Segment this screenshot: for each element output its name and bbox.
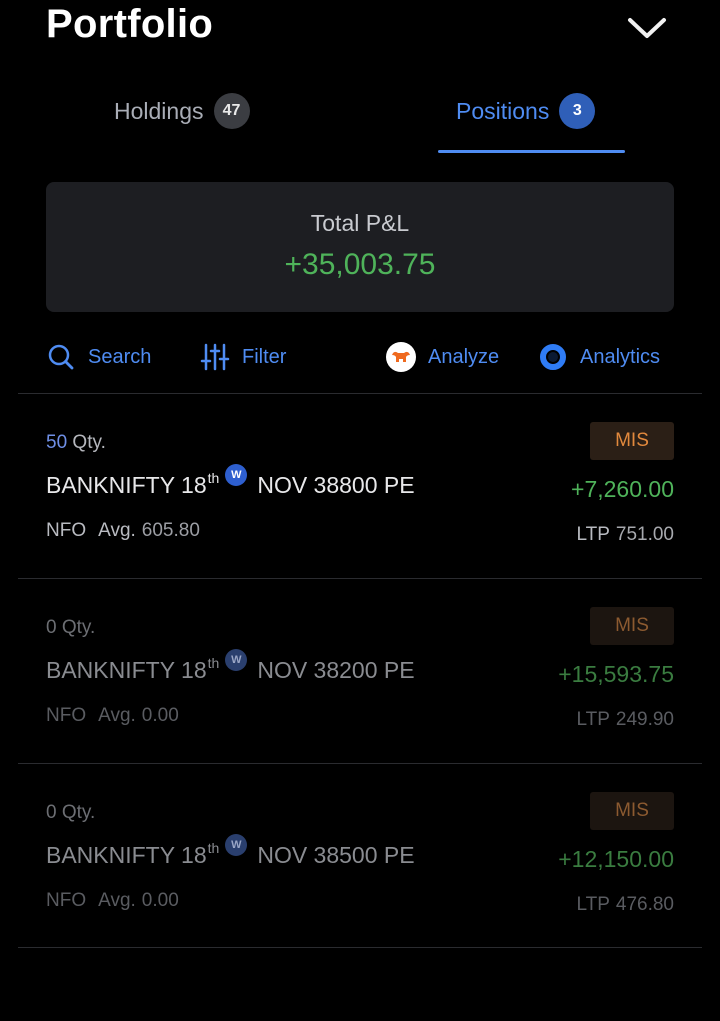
ltp-label: LTP — [576, 709, 610, 730]
product-tag: MIS — [590, 792, 674, 830]
symbol-suffix: NOV 38800 PE — [257, 472, 415, 498]
symbol-suffix: NOV 38200 PE — [257, 657, 415, 683]
holdings-count-badge: 47 — [213, 93, 250, 129]
divider — [18, 393, 702, 394]
analyze-button[interactable]: Analyze — [386, 342, 499, 372]
total-pnl-value: +35,003.75 — [284, 248, 436, 281]
analytics-ring-icon — [540, 344, 566, 370]
weekly-expiry-badge: W — [225, 649, 248, 671]
symbol-ordinal: th — [207, 655, 220, 671]
qty-value: 50 — [46, 432, 68, 453]
position-exchange-avg: NFO Avg. 0.00 — [46, 890, 179, 912]
product-tag: MIS — [590, 422, 674, 460]
avg-label: Avg. — [98, 890, 136, 911]
position-ltp: LTP 476.80 — [576, 894, 674, 916]
analytics-label: Analytics — [580, 345, 661, 368]
position-pnl: +15,593.75 — [558, 661, 674, 687]
symbol-prefix: BANKNIFTY 18 — [46, 842, 207, 868]
avg-label: Avg. — [98, 705, 136, 726]
analyze-label: Analyze — [428, 345, 500, 368]
chevron-down-icon[interactable] — [626, 12, 668, 42]
ltp-value: 476.80 — [615, 894, 674, 915]
tab-holdings-label: Holdings — [114, 98, 204, 124]
position-pnl: +12,150.00 — [558, 846, 674, 872]
position-pnl: +7,260.00 — [571, 476, 674, 502]
page-title: Portfolio — [46, 2, 214, 46]
symbol-prefix: BANKNIFTY 18 — [46, 472, 207, 498]
exchange-label: NFO — [46, 890, 87, 911]
bull-logo-icon — [386, 342, 416, 372]
filter-button[interactable]: Filter — [200, 342, 286, 372]
symbol-ordinal: th — [207, 470, 220, 486]
avg-label: Avg. — [98, 520, 136, 541]
qty-unit: Qty. — [61, 802, 96, 823]
position-qty: 50 Qty. — [46, 432, 106, 454]
filter-label: Filter — [242, 345, 287, 368]
active-tab-indicator — [438, 150, 625, 153]
qty-value: 0 — [46, 617, 57, 638]
ltp-value: 751.00 — [615, 524, 674, 545]
divider — [18, 578, 702, 579]
position-exchange-avg: NFO Avg. 605.80 — [46, 520, 200, 542]
exchange-label: NFO — [46, 705, 87, 726]
positions-count-badge: 3 — [559, 93, 596, 129]
ltp-label: LTP — [576, 894, 610, 915]
tab-holdings[interactable]: Holdings 47 — [114, 82, 250, 154]
analytics-button[interactable]: Analytics — [538, 342, 660, 372]
total-pnl-card: Total P&L +35,003.75 — [46, 182, 674, 312]
avg-value: 605.80 — [141, 520, 200, 541]
qty-unit: Qty. — [72, 432, 106, 453]
search-label: Search — [88, 345, 152, 368]
position-ltp: LTP 751.00 — [576, 524, 674, 546]
tab-bar: Holdings 47 Positions 3 — [0, 82, 720, 154]
position-qty: 0 Qty. — [46, 802, 95, 824]
header: Portfolio — [0, 0, 720, 60]
avg-value: 0.00 — [141, 890, 179, 911]
ltp-label: LTP — [576, 524, 610, 545]
avg-value: 0.00 — [141, 705, 179, 726]
search-button[interactable]: Search — [46, 342, 151, 372]
symbol-prefix: BANKNIFTY 18 — [46, 657, 207, 683]
position-qty: 0 Qty. — [46, 617, 95, 639]
total-pnl-label: Total P&L — [310, 210, 410, 236]
search-icon — [48, 344, 74, 370]
positions-toolbar: Search Filter Analyze — [0, 334, 720, 382]
exchange-label: NFO — [46, 520, 87, 541]
divider — [18, 947, 702, 948]
tab-positions-label: Positions — [456, 98, 550, 124]
symbol-suffix: NOV 38500 PE — [257, 842, 415, 868]
divider — [18, 763, 702, 764]
position-exchange-avg: NFO Avg. 0.00 — [46, 705, 179, 727]
ltp-value: 249.90 — [615, 709, 674, 730]
weekly-expiry-badge: W — [225, 464, 248, 486]
qty-value: 0 — [46, 802, 57, 823]
qty-unit: Qty. — [61, 617, 96, 638]
filter-sliders-icon — [200, 343, 230, 371]
symbol-ordinal: th — [207, 840, 220, 856]
tab-positions[interactable]: Positions 3 — [456, 82, 596, 154]
weekly-expiry-badge: W — [225, 834, 248, 856]
product-tag: MIS — [590, 607, 674, 645]
position-ltp: LTP 249.90 — [576, 709, 674, 731]
